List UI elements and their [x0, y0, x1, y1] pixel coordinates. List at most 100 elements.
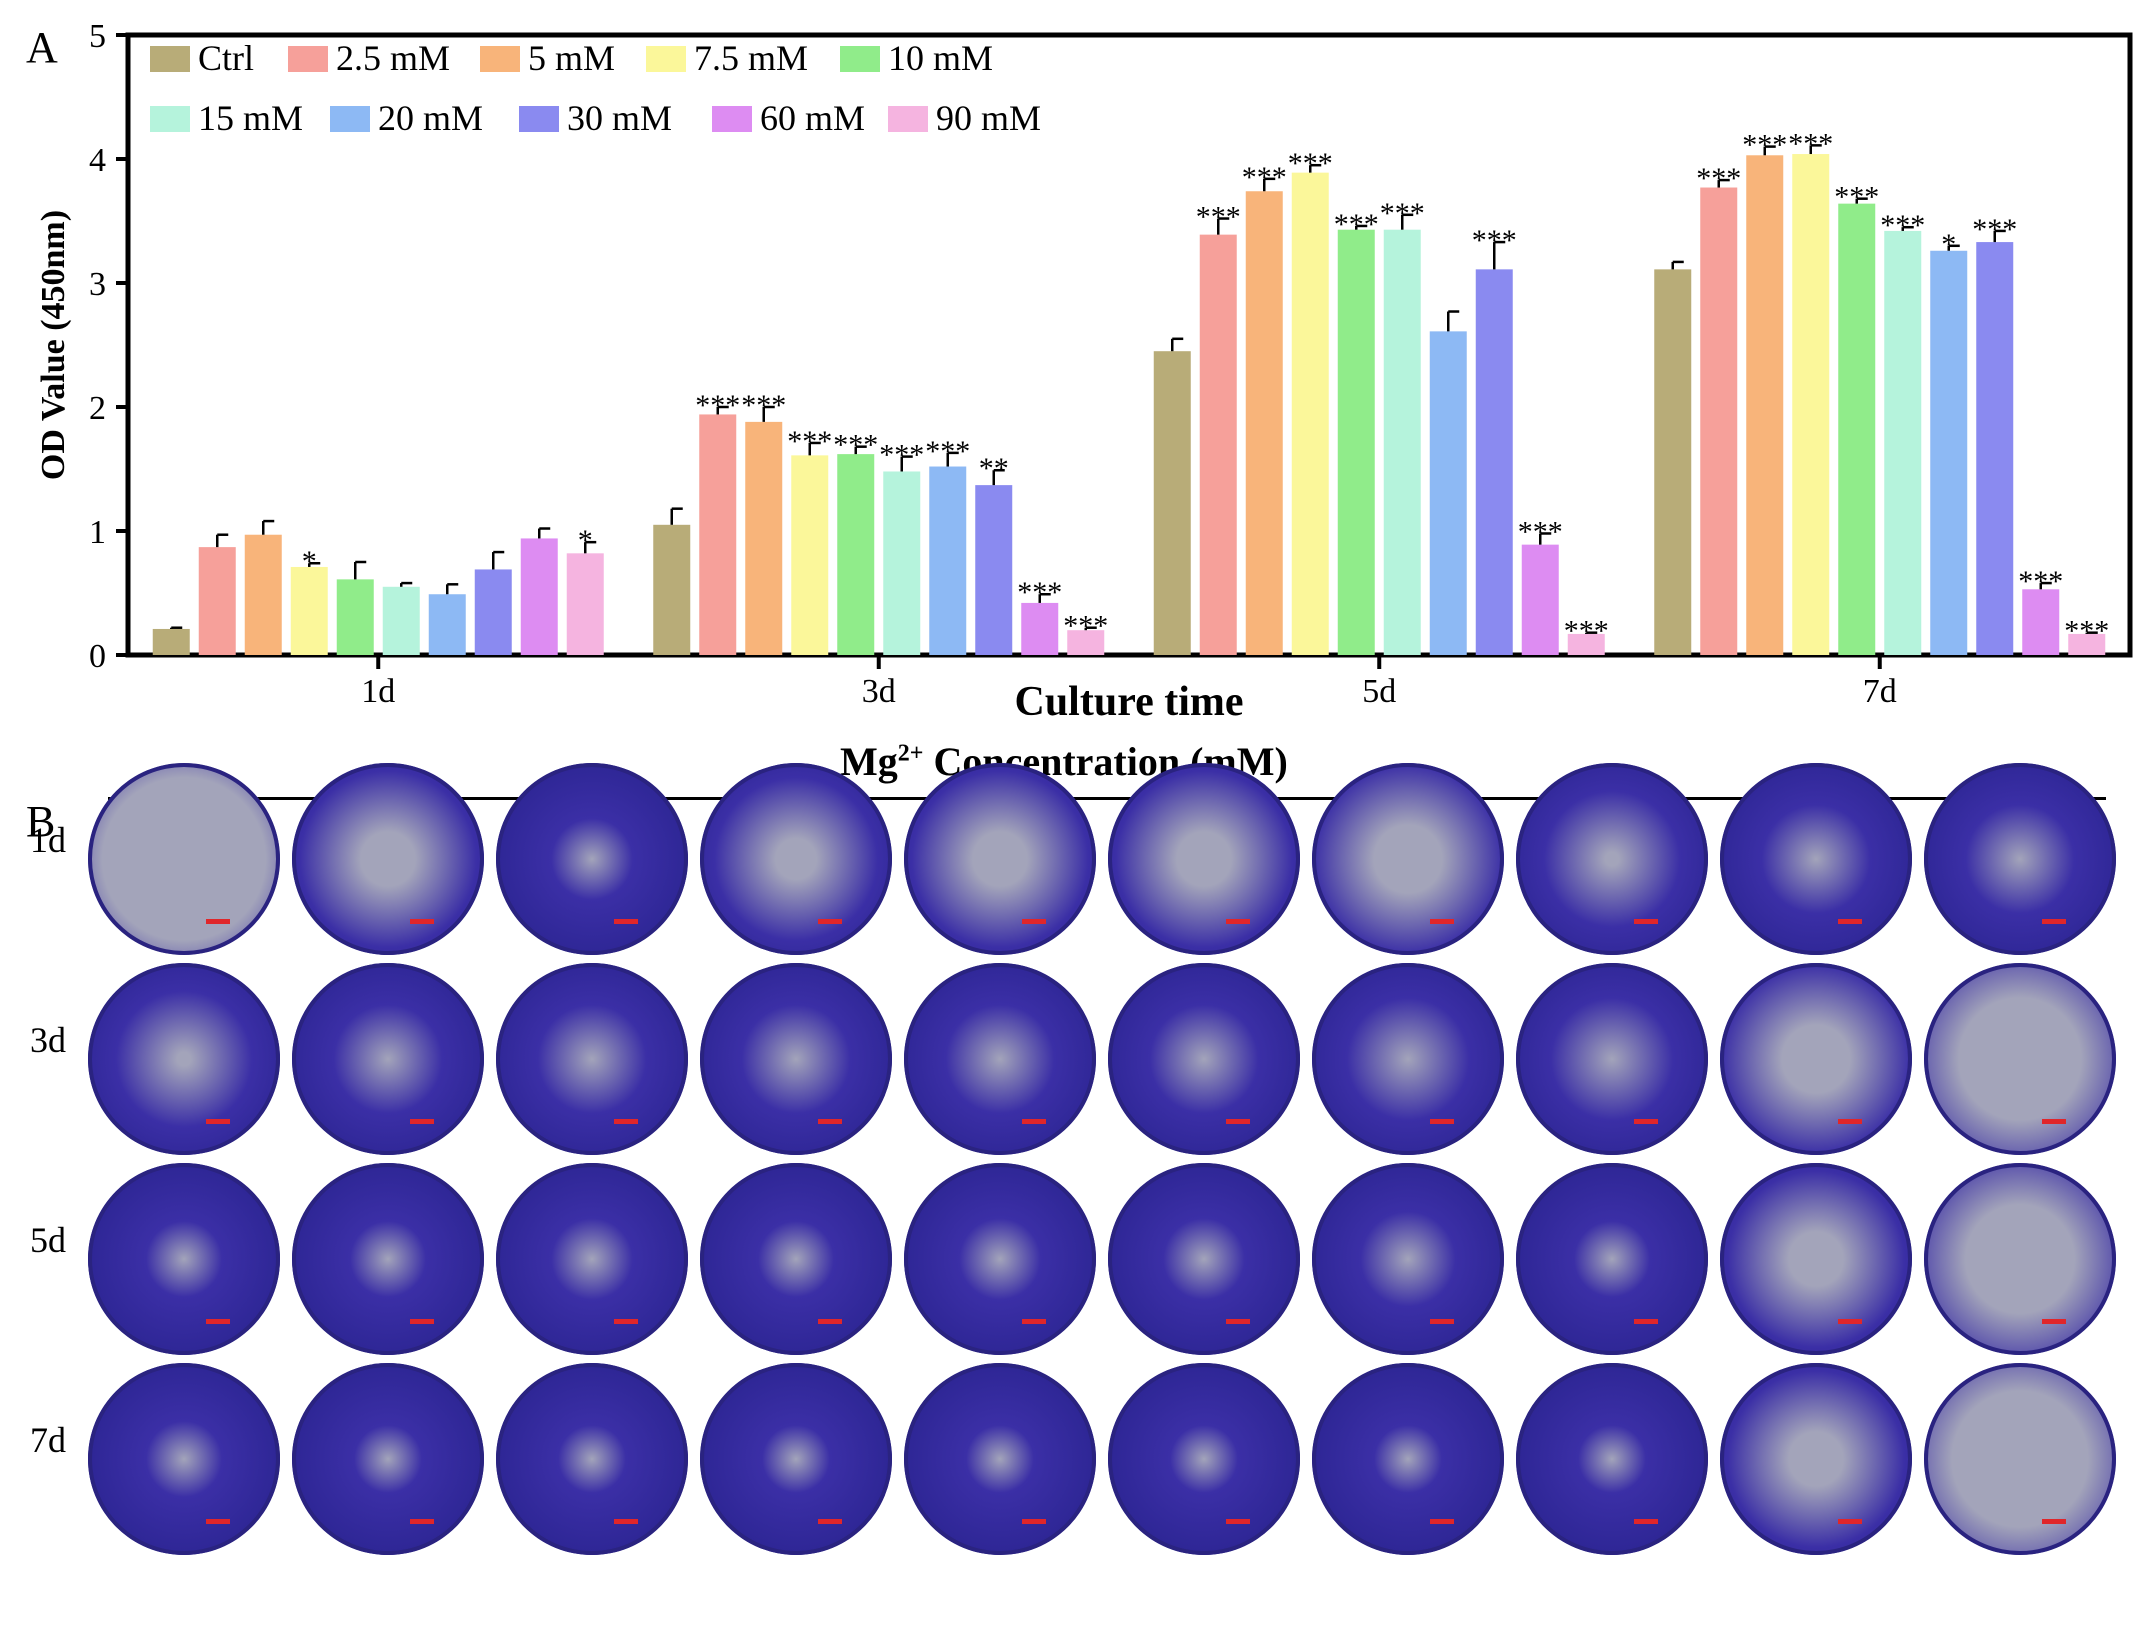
scale-bar	[1634, 919, 1658, 924]
scale-bar	[818, 1119, 842, 1124]
bar	[290, 566, 328, 655]
stained-dish	[88, 1363, 280, 1555]
legend-label: 2.5 mM	[336, 38, 450, 78]
scale-bar	[206, 1319, 230, 1324]
bar	[791, 455, 829, 655]
stained-dish	[1924, 1163, 2116, 1355]
stained-dish	[496, 763, 688, 955]
legend-label: 7.5 mM	[694, 38, 808, 78]
significance-mark: ***	[1334, 208, 1379, 241]
bar	[745, 421, 783, 655]
bar	[428, 594, 466, 655]
scale-bar	[1634, 1119, 1658, 1124]
stained-dish	[1924, 763, 2116, 955]
bar	[1521, 544, 1559, 655]
panel-b-header-rule	[108, 797, 2106, 800]
bar	[1429, 331, 1467, 655]
bar	[1792, 154, 1830, 656]
bar	[474, 569, 512, 655]
scale-bar	[1226, 1119, 1250, 1124]
significance-mark: ***	[2064, 615, 2109, 648]
significance-mark: ***	[925, 435, 970, 468]
y-axis-title: OD Value (450nm)	[35, 210, 72, 480]
scale-bar	[410, 919, 434, 924]
scale-bar	[1022, 1519, 1046, 1524]
scale-bar	[1022, 1319, 1046, 1324]
stained-dish	[1108, 1363, 1300, 1555]
legend-label: 60 mM	[760, 98, 865, 138]
dish-row-label: 5d	[30, 1220, 66, 1260]
significance-mark: ***	[1742, 129, 1787, 162]
legend-swatch	[150, 46, 190, 72]
significance-mark: ***	[1017, 576, 1062, 609]
bar	[520, 538, 558, 655]
panel-b-label: B	[26, 797, 56, 846]
legend-swatch	[840, 46, 880, 72]
stained-dish	[1312, 1163, 1504, 1355]
bar	[653, 524, 691, 655]
scale-bar	[1634, 1519, 1658, 1524]
legend-swatch	[150, 106, 190, 132]
stained-dish	[700, 963, 892, 1155]
legend-swatch	[712, 106, 752, 132]
dish-row-label: 3d	[30, 1020, 66, 1060]
stained-dish	[292, 1363, 484, 1555]
bar	[566, 553, 604, 655]
y-tick-label: 3	[89, 266, 106, 303]
x-tick-label: 5d	[1362, 673, 1396, 710]
bar	[1475, 269, 1513, 655]
legend-label: 20 mM	[378, 98, 483, 138]
significance-mark: ***	[1242, 161, 1287, 194]
bar	[1654, 269, 1692, 655]
legend-swatch	[888, 106, 928, 132]
significance-mark: ***	[1972, 213, 2017, 246]
stained-dish	[88, 963, 280, 1155]
scale-bar	[410, 1319, 434, 1324]
legend-label: 5 mM	[528, 38, 615, 78]
bar	[1567, 633, 1605, 655]
bar	[1153, 351, 1191, 655]
scale-bar	[1430, 1119, 1454, 1124]
y-tick-label: 4	[89, 142, 106, 179]
bar	[382, 586, 420, 655]
bar	[2068, 633, 2106, 655]
scale-bar	[1634, 1319, 1658, 1324]
scale-bar	[614, 1519, 638, 1524]
stained-dish	[496, 1163, 688, 1355]
stained-dish	[904, 1163, 1096, 1355]
stained-dish	[1924, 1363, 2116, 1555]
stained-dish	[496, 1363, 688, 1555]
scale-bar	[206, 919, 230, 924]
x-tick-label: 3d	[862, 673, 896, 710]
x-tick-label: 7d	[1863, 673, 1897, 710]
significance-mark: ***	[1564, 615, 1609, 648]
significance-mark: ***	[1288, 147, 1333, 180]
stained-dish	[1312, 1363, 1504, 1555]
bar	[1700, 187, 1738, 655]
stained-dish	[700, 1363, 892, 1555]
scale-bar	[206, 1519, 230, 1524]
scale-bar	[614, 1119, 638, 1124]
significance-mark: ***	[879, 439, 924, 472]
scale-bar	[1226, 1519, 1250, 1524]
scale-bar	[1838, 919, 1862, 924]
stained-dish	[1108, 963, 1300, 1155]
x-axis-title: Culture time	[1014, 679, 1243, 725]
bar	[1245, 191, 1283, 656]
y-tick-label: 5	[89, 18, 106, 55]
stained-dish	[904, 763, 1096, 955]
bar	[1746, 155, 1784, 655]
scale-bar	[2042, 1319, 2066, 1324]
stained-dish	[496, 963, 688, 1155]
legend-label: 15 mM	[198, 98, 303, 138]
significance-mark: ***	[1696, 162, 1741, 195]
y-tick-label: 2	[89, 390, 106, 427]
y-tick-label: 0	[89, 638, 106, 675]
legend-label: 90 mM	[936, 98, 1041, 138]
bar	[1021, 602, 1059, 655]
stained-dish	[292, 1163, 484, 1355]
scale-bar	[1430, 1519, 1454, 1524]
legend-swatch	[646, 46, 686, 72]
legend-label: 30 mM	[567, 98, 672, 138]
